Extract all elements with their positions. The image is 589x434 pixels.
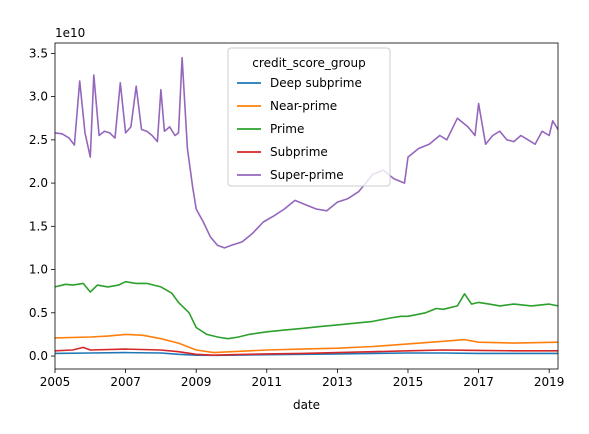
series-line-near-prime [54,333,559,354]
y-tick-label: 2.0 [29,176,48,190]
legend-entry: Super-prime [270,168,344,182]
y-tick-label: 1.5 [29,219,48,233]
series-line-prime [54,280,559,340]
legend-box [227,47,391,187]
legend: credit_score_group Deep subprime Near-prim… [227,47,391,187]
y-tick-label: 2.5 [29,133,48,147]
y-offset-text: 1e10 [55,26,85,40]
x-tick-label: 2015 [393,375,424,389]
series-lines [54,56,559,357]
x-axis-label: date [293,398,320,412]
x-tick-label: 2007 [110,375,141,389]
y-axis: 0.0 0.5 1.0 1.5 2.0 2.5 3.0 3.5 [29,46,55,363]
legend-entry: Deep subprime [270,76,362,90]
series-line-super-prime [54,56,559,249]
x-tick-label: 2013 [322,375,353,389]
x-tick-label: 2017 [463,375,494,389]
x-tick-label: 2019 [534,375,565,389]
legend-entry: Prime [270,122,304,136]
y-tick-label: 0.0 [29,349,48,363]
y-tick-label: 3.5 [29,46,48,60]
y-tick-label: 0.5 [29,306,48,320]
x-tick-label: 2009 [181,375,212,389]
x-axis: 2005 2007 2009 2011 2013 2015 2017 2019 [40,369,565,389]
legend-entry: Subprime [270,145,328,159]
legend-entry: Near-prime [270,99,337,113]
x-tick-label: 2005 [40,375,71,389]
y-tick-label: 3.0 [29,90,48,104]
legend-title: credit_score_group [252,56,365,70]
x-tick-label: 2011 [252,375,283,389]
series-line-subprime [54,346,558,357]
y-tick-label: 1.0 [29,263,48,277]
plot-frame [54,42,559,370]
